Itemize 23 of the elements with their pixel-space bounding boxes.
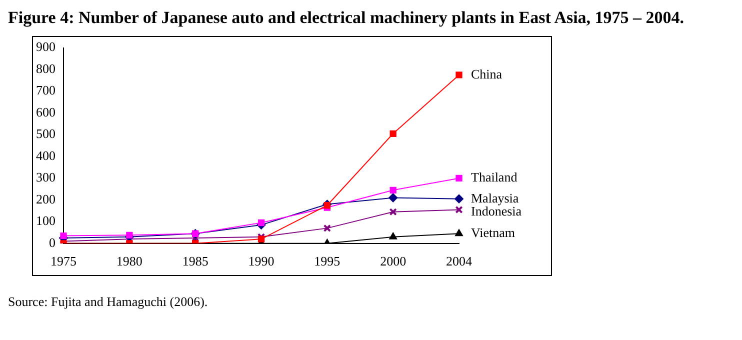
y-tick-label: 100 xyxy=(36,213,56,228)
series-label: Vietnam xyxy=(471,225,515,240)
series-label: China xyxy=(471,66,502,82)
chart-title: Figure 4: Number of Japanese auto and electrical machinery plants in East Asia, 1975 – 2004. xyxy=(8,8,686,28)
series-label: Thailand xyxy=(471,170,518,185)
y-tick-label: 900 xyxy=(36,39,56,54)
y-tick-label: 800 xyxy=(36,60,56,76)
y-tick-label: 200 xyxy=(36,191,56,206)
x-tick-label: 1975 xyxy=(50,254,76,269)
x-tick-label: 1995 xyxy=(314,254,340,269)
series-label: Malaysia xyxy=(471,190,519,206)
y-tick-label: 300 xyxy=(36,170,56,185)
y-tick-label: 0 xyxy=(49,234,56,250)
y-tick-label: 600 xyxy=(36,104,56,120)
y-tick-label: 400 xyxy=(36,148,56,163)
x-tick-label: 1985 xyxy=(182,254,208,269)
x-tick-label: 2004 xyxy=(446,254,472,269)
source-note: Source: Fujita and Hamaguchi (2006). xyxy=(8,294,209,310)
y-tick-label: 500 xyxy=(36,126,56,142)
x-tick-label: 1990 xyxy=(248,254,274,269)
x-tick-label: 1980 xyxy=(116,254,142,269)
y-tick-label: 700 xyxy=(36,82,56,98)
x-tick-label: 2000 xyxy=(380,254,406,269)
